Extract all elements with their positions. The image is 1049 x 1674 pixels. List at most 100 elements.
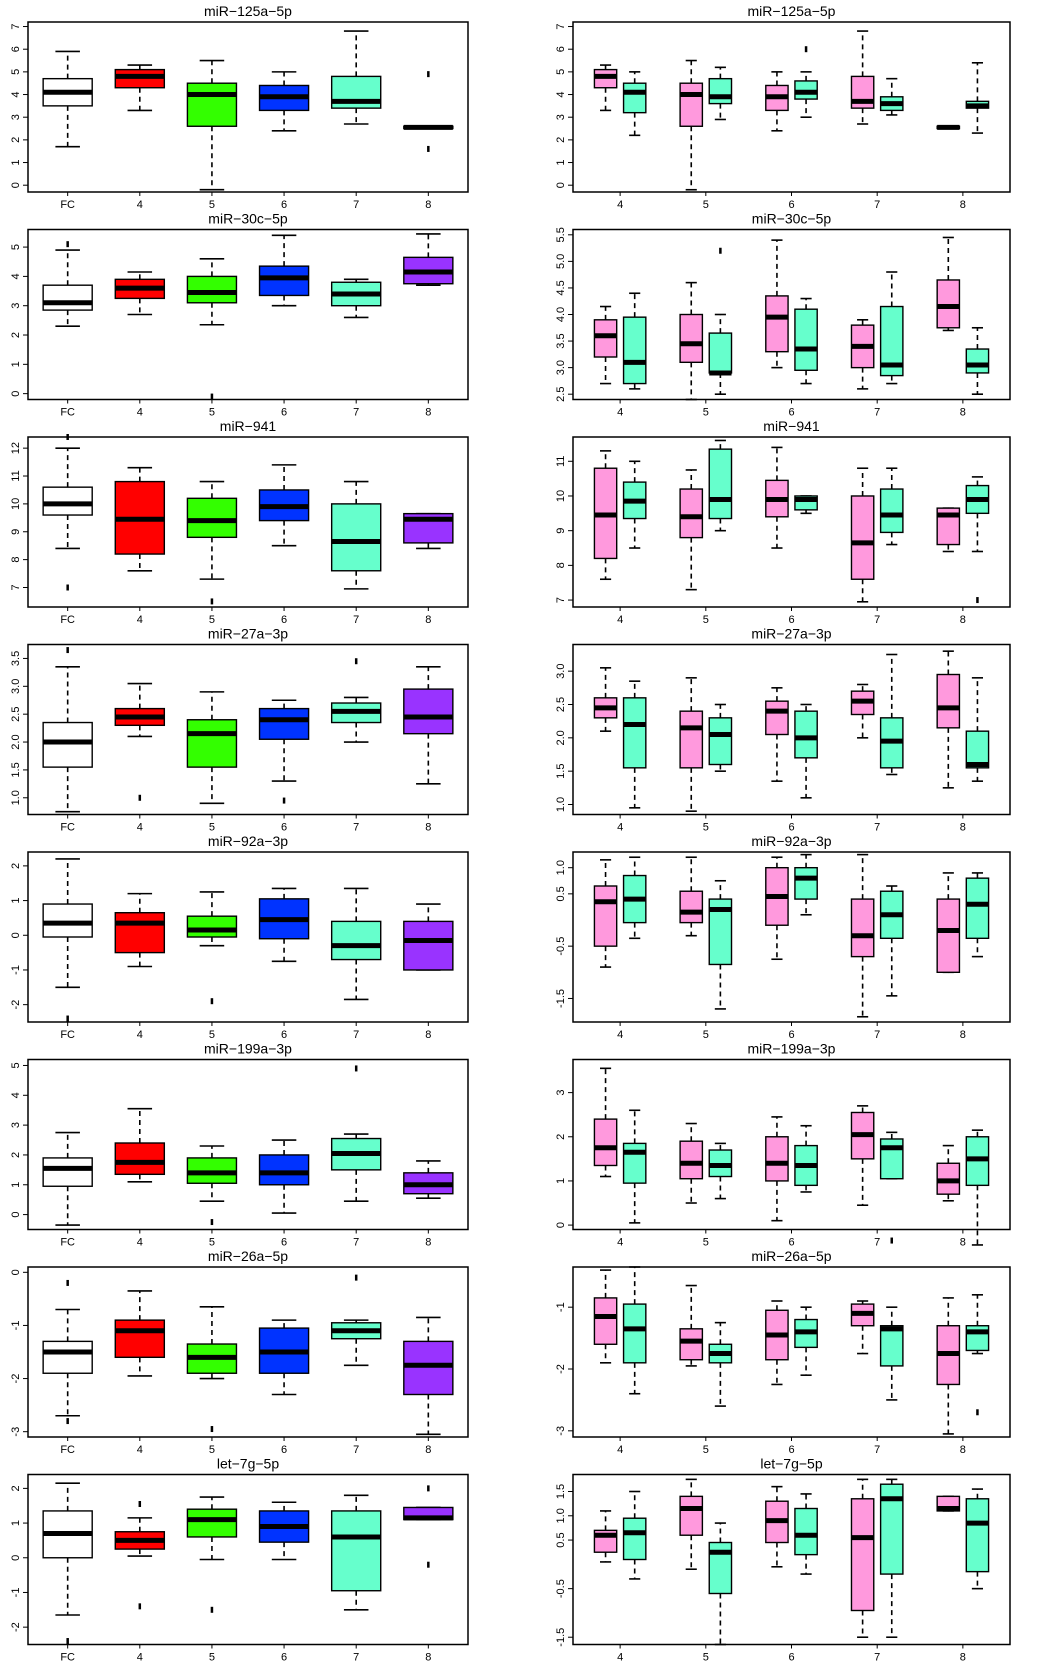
x-tick-label: 6 (788, 1652, 794, 1664)
x-tick-label: 7 (874, 1029, 880, 1041)
x-tick-label: 6 (281, 822, 287, 834)
x-tick-label: 4 (617, 1652, 623, 1664)
chart-title: miR−941 (220, 418, 277, 434)
box-7 (330, 920, 382, 961)
y-tick-label: -2 (555, 1364, 567, 1374)
y-tick-label: 1 (10, 361, 22, 367)
y-tick-label: 3 (555, 1090, 567, 1096)
plot-frame (27, 643, 469, 816)
x-tick-label: 4 (617, 1237, 623, 1249)
plot-frame (27, 228, 469, 401)
x-tick-label: 6 (281, 1444, 287, 1456)
y-tick-label: 1.5 (10, 762, 22, 777)
box-5-pink (679, 890, 704, 924)
y-tick-label: 3 (555, 114, 567, 120)
y-tick-label: 2.5 (555, 697, 567, 712)
x-tick-label: 5 (209, 614, 215, 626)
box-5 (186, 275, 238, 304)
chart-panel-3: miR−30c−5p 0 1 2 3 4 5 FC 4 5 6 7 8 (10, 211, 469, 419)
y-tick-label: -2 (10, 1000, 22, 1010)
x-tick-label: 8 (425, 1237, 431, 1249)
y-tick-label: 1 (10, 159, 22, 165)
box-8-aqua (965, 348, 990, 374)
y-tick-label: -0.5 (555, 937, 567, 956)
chart-panel-8: miR−27a−3p 1.0 1.5 2.0 2.5 3.0 4 5 6 7 8 (555, 626, 1011, 834)
y-tick-label: 4.5 (555, 280, 567, 295)
box-7-aqua (879, 1138, 904, 1180)
y-tick-label: 8 (555, 562, 567, 568)
y-tick-label: 2.0 (10, 734, 22, 749)
box-FC (42, 486, 93, 516)
y-tick-label: 2 (10, 1485, 22, 1491)
x-tick-label: 4 (137, 614, 143, 626)
chart-panel-7: miR−27a−3p 1.0 1.5 2.0 2.5 3.0 3.5 FC 4 5 6 7 8 (10, 626, 469, 834)
box-7-aqua (879, 305, 904, 377)
x-tick-label: 7 (874, 1444, 880, 1456)
y-tick-label: -2 (10, 1374, 22, 1384)
x-tick-label: 8 (425, 1444, 431, 1456)
x-tick-label: FC (60, 199, 75, 211)
y-tick-label: 2.5 (10, 707, 22, 722)
x-tick-label: FC (60, 1029, 75, 1041)
x-tick-label: 4 (137, 822, 143, 834)
y-tick-label: 0 (555, 182, 567, 188)
y-tick-label: 5.0 (555, 254, 567, 269)
box-8 (403, 920, 454, 971)
x-tick-label: 6 (281, 1652, 287, 1664)
x-tick-label: 7 (874, 614, 880, 626)
chart-panel-6: miR−941 7 8 9 10 11 4 5 6 7 8 (555, 418, 1011, 626)
x-tick-label: FC (60, 1237, 75, 1249)
box-7 (330, 503, 382, 572)
plot-frame (27, 1266, 469, 1438)
y-tick-label: 12 (10, 442, 22, 454)
x-tick-label: 5 (703, 1029, 709, 1041)
box-4-aqua (622, 316, 647, 385)
y-tick-label: -1 (10, 965, 22, 975)
x-tick-label: FC (60, 407, 75, 419)
y-tick-label: 5 (10, 1062, 22, 1068)
chart-panel-12: miR−199a−3p 0 1 2 3 4 5 6 7 8 (555, 1041, 1011, 1249)
box-6-pink (765, 295, 789, 353)
y-tick-label: 11 (10, 470, 22, 481)
y-tick-label: -1 (10, 1321, 22, 1331)
x-tick-label: FC (60, 1652, 75, 1664)
x-tick-label: 4 (137, 1444, 143, 1456)
chart-panel-16: let−7g−5p -1.5 -0.5 0.5 1.0 1.5 4 5 6 7 8 (555, 1456, 1011, 1664)
plot-frame (27, 1473, 469, 1646)
y-tick-label: 10 (10, 498, 22, 510)
y-tick-label: -1.5 (555, 989, 567, 1008)
x-tick-label: 6 (281, 614, 287, 626)
box-6-pink (765, 700, 789, 736)
box-7-pink (850, 495, 875, 580)
box-5-pink (679, 488, 704, 539)
x-tick-label: 4 (137, 407, 143, 419)
box-4-aqua (622, 1303, 647, 1364)
box-5-pink (679, 1140, 704, 1180)
box-6 (258, 707, 310, 740)
box-5-pink (679, 1328, 704, 1361)
y-tick-label: 0 (555, 1222, 567, 1228)
x-tick-label: 8 (425, 1029, 431, 1041)
box-5 (186, 719, 238, 768)
box-5-aqua (708, 717, 733, 766)
x-tick-label: 8 (960, 1237, 966, 1249)
y-tick-label: 9 (555, 528, 567, 534)
y-tick-label: 1.0 (555, 1508, 567, 1523)
y-tick-label: 6 (555, 46, 567, 52)
y-tick-label: -3 (10, 1427, 22, 1437)
box-4-pink (593, 1118, 618, 1167)
box-FC (42, 1157, 93, 1187)
x-tick-label: 7 (353, 407, 359, 419)
y-tick-label: 1 (10, 1182, 22, 1188)
chart-panel-9: miR−92a−3p -2 -1 0 1 2 FC 4 5 6 7 8 (10, 833, 469, 1041)
x-tick-label: 4 (137, 199, 143, 211)
y-tick-label: -1 (555, 1302, 567, 1312)
chart-title: let−7g−5p (760, 1456, 822, 1472)
box-4-aqua (622, 1517, 647, 1561)
box-5-pink (679, 82, 704, 127)
y-tick-label: 3.0 (10, 679, 22, 694)
x-tick-label: 7 (874, 822, 880, 834)
box-8 (403, 1340, 454, 1396)
y-tick-label: 2.5 (555, 387, 567, 402)
